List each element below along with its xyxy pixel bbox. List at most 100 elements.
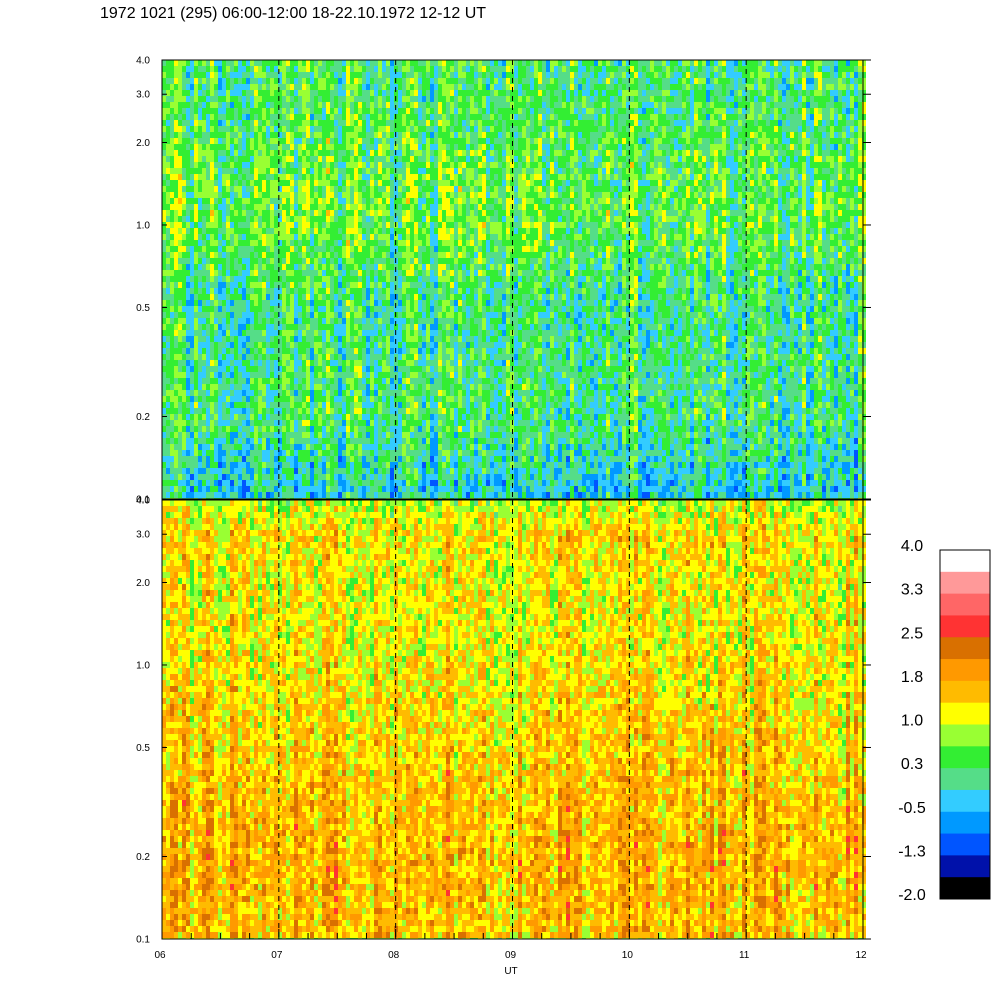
heatmap-cell: [290, 462, 294, 468]
heatmap-cell: [214, 384, 218, 390]
heatmap-cell: [198, 234, 202, 240]
heatmap-cell: [414, 150, 418, 156]
heatmap-cell: [190, 270, 194, 276]
heatmap-cell: [182, 192, 186, 198]
heatmap-cell: [322, 384, 326, 390]
heatmap-cell: [346, 252, 350, 258]
heatmap-cell: [162, 180, 166, 186]
heatmap-cell: [418, 330, 422, 336]
heatmap-cell: [246, 120, 250, 126]
heatmap-cell: [250, 174, 254, 180]
heatmap-cell: [374, 96, 378, 102]
heatmap-cell: [342, 438, 346, 444]
heatmap-cell: [230, 234, 234, 240]
heatmap-cell: [410, 222, 414, 228]
heatmap-cell: [346, 108, 350, 114]
heatmap-cell: [374, 474, 378, 480]
heatmap-cell: [294, 396, 298, 402]
heatmap-cell: [238, 444, 242, 450]
heatmap-cell: [422, 210, 426, 216]
heatmap-cell: [310, 60, 314, 66]
heatmap-cell: [258, 240, 262, 246]
heatmap-cell: [210, 336, 214, 342]
heatmap-cell: [342, 420, 346, 426]
heatmap-cell: [230, 408, 234, 414]
heatmap-cell: [286, 438, 290, 444]
heatmap-cell: [302, 60, 306, 66]
heatmap-cell: [398, 228, 402, 234]
heatmap-cell: [202, 108, 206, 114]
heatmap-cell: [402, 486, 406, 492]
heatmap-cell: [198, 180, 202, 186]
heatmap-cell: [374, 114, 378, 120]
heatmap-cell: [274, 204, 278, 210]
heatmap-cell: [350, 192, 354, 198]
heatmap-cell: [166, 168, 170, 174]
heatmap-cell: [230, 312, 234, 318]
heatmap-cell: [402, 144, 406, 150]
heatmap-cell: [306, 78, 310, 84]
heatmap-cell: [330, 264, 334, 270]
heatmap-cell: [270, 216, 274, 222]
heatmap-cell: [430, 168, 434, 174]
heatmap-cell: [378, 264, 382, 270]
heatmap-cell: [178, 408, 182, 414]
heatmap-cell: [338, 390, 342, 396]
heatmap-cell: [226, 120, 230, 126]
heatmap-cell: [354, 222, 358, 228]
heatmap-cell: [222, 222, 226, 228]
heatmap-cell: [350, 354, 354, 360]
heatmap-cell: [298, 258, 302, 264]
heatmap-cell: [182, 228, 186, 234]
heatmap-cell: [354, 318, 358, 324]
heatmap-cell: [234, 228, 238, 234]
heatmap-cell: [234, 480, 238, 486]
heatmap-cell: [210, 450, 214, 456]
heatmap-cell: [262, 60, 266, 66]
heatmap-cell: [378, 234, 382, 240]
heatmap-cell: [174, 300, 178, 306]
heatmap-cell: [238, 432, 242, 438]
heatmap-cell: [410, 228, 414, 234]
heatmap-cell: [282, 372, 286, 378]
heatmap-cell: [238, 264, 242, 270]
heatmap-cell: [282, 210, 286, 216]
heatmap-cell: [374, 132, 378, 138]
heatmap-cell: [238, 468, 242, 474]
heatmap-cell: [350, 282, 354, 288]
heatmap-cell: [414, 402, 418, 408]
heatmap-cell: [186, 132, 190, 138]
heatmap-cell: [302, 114, 306, 120]
heatmap-cell: [206, 156, 210, 162]
heatmap-cell: [190, 336, 194, 342]
heatmap-cell: [186, 432, 190, 438]
heatmap-cell: [266, 486, 270, 492]
heatmap-cell: [186, 474, 190, 480]
heatmap-cell: [406, 216, 410, 222]
heatmap-cell: [206, 96, 210, 102]
heatmap-cell: [426, 78, 430, 84]
heatmap-cell: [318, 330, 322, 336]
heatmap-cell: [178, 216, 182, 222]
heatmap-cell: [298, 120, 302, 126]
heatmap-cell: [250, 138, 254, 144]
heatmap-cell: [386, 408, 390, 414]
heatmap-cell: [214, 402, 218, 408]
heatmap-cell: [334, 234, 338, 240]
heatmap-cell: [326, 228, 330, 234]
heatmap-cell: [250, 276, 254, 282]
heatmap-cell: [258, 174, 262, 180]
heatmap-cell: [234, 384, 238, 390]
heatmap-cell: [198, 108, 202, 114]
heatmap-cell: [202, 186, 206, 192]
heatmap-cell: [386, 480, 390, 486]
heatmap-cell: [414, 438, 418, 444]
heatmap-cell: [430, 258, 434, 264]
heatmap-cell: [210, 468, 214, 474]
heatmap-cell: [262, 474, 266, 480]
heatmap-cell: [270, 480, 274, 486]
heatmap-cell: [194, 372, 198, 378]
heatmap-cell: [374, 240, 378, 246]
heatmap-cell: [386, 108, 390, 114]
heatmap-cell: [302, 186, 306, 192]
